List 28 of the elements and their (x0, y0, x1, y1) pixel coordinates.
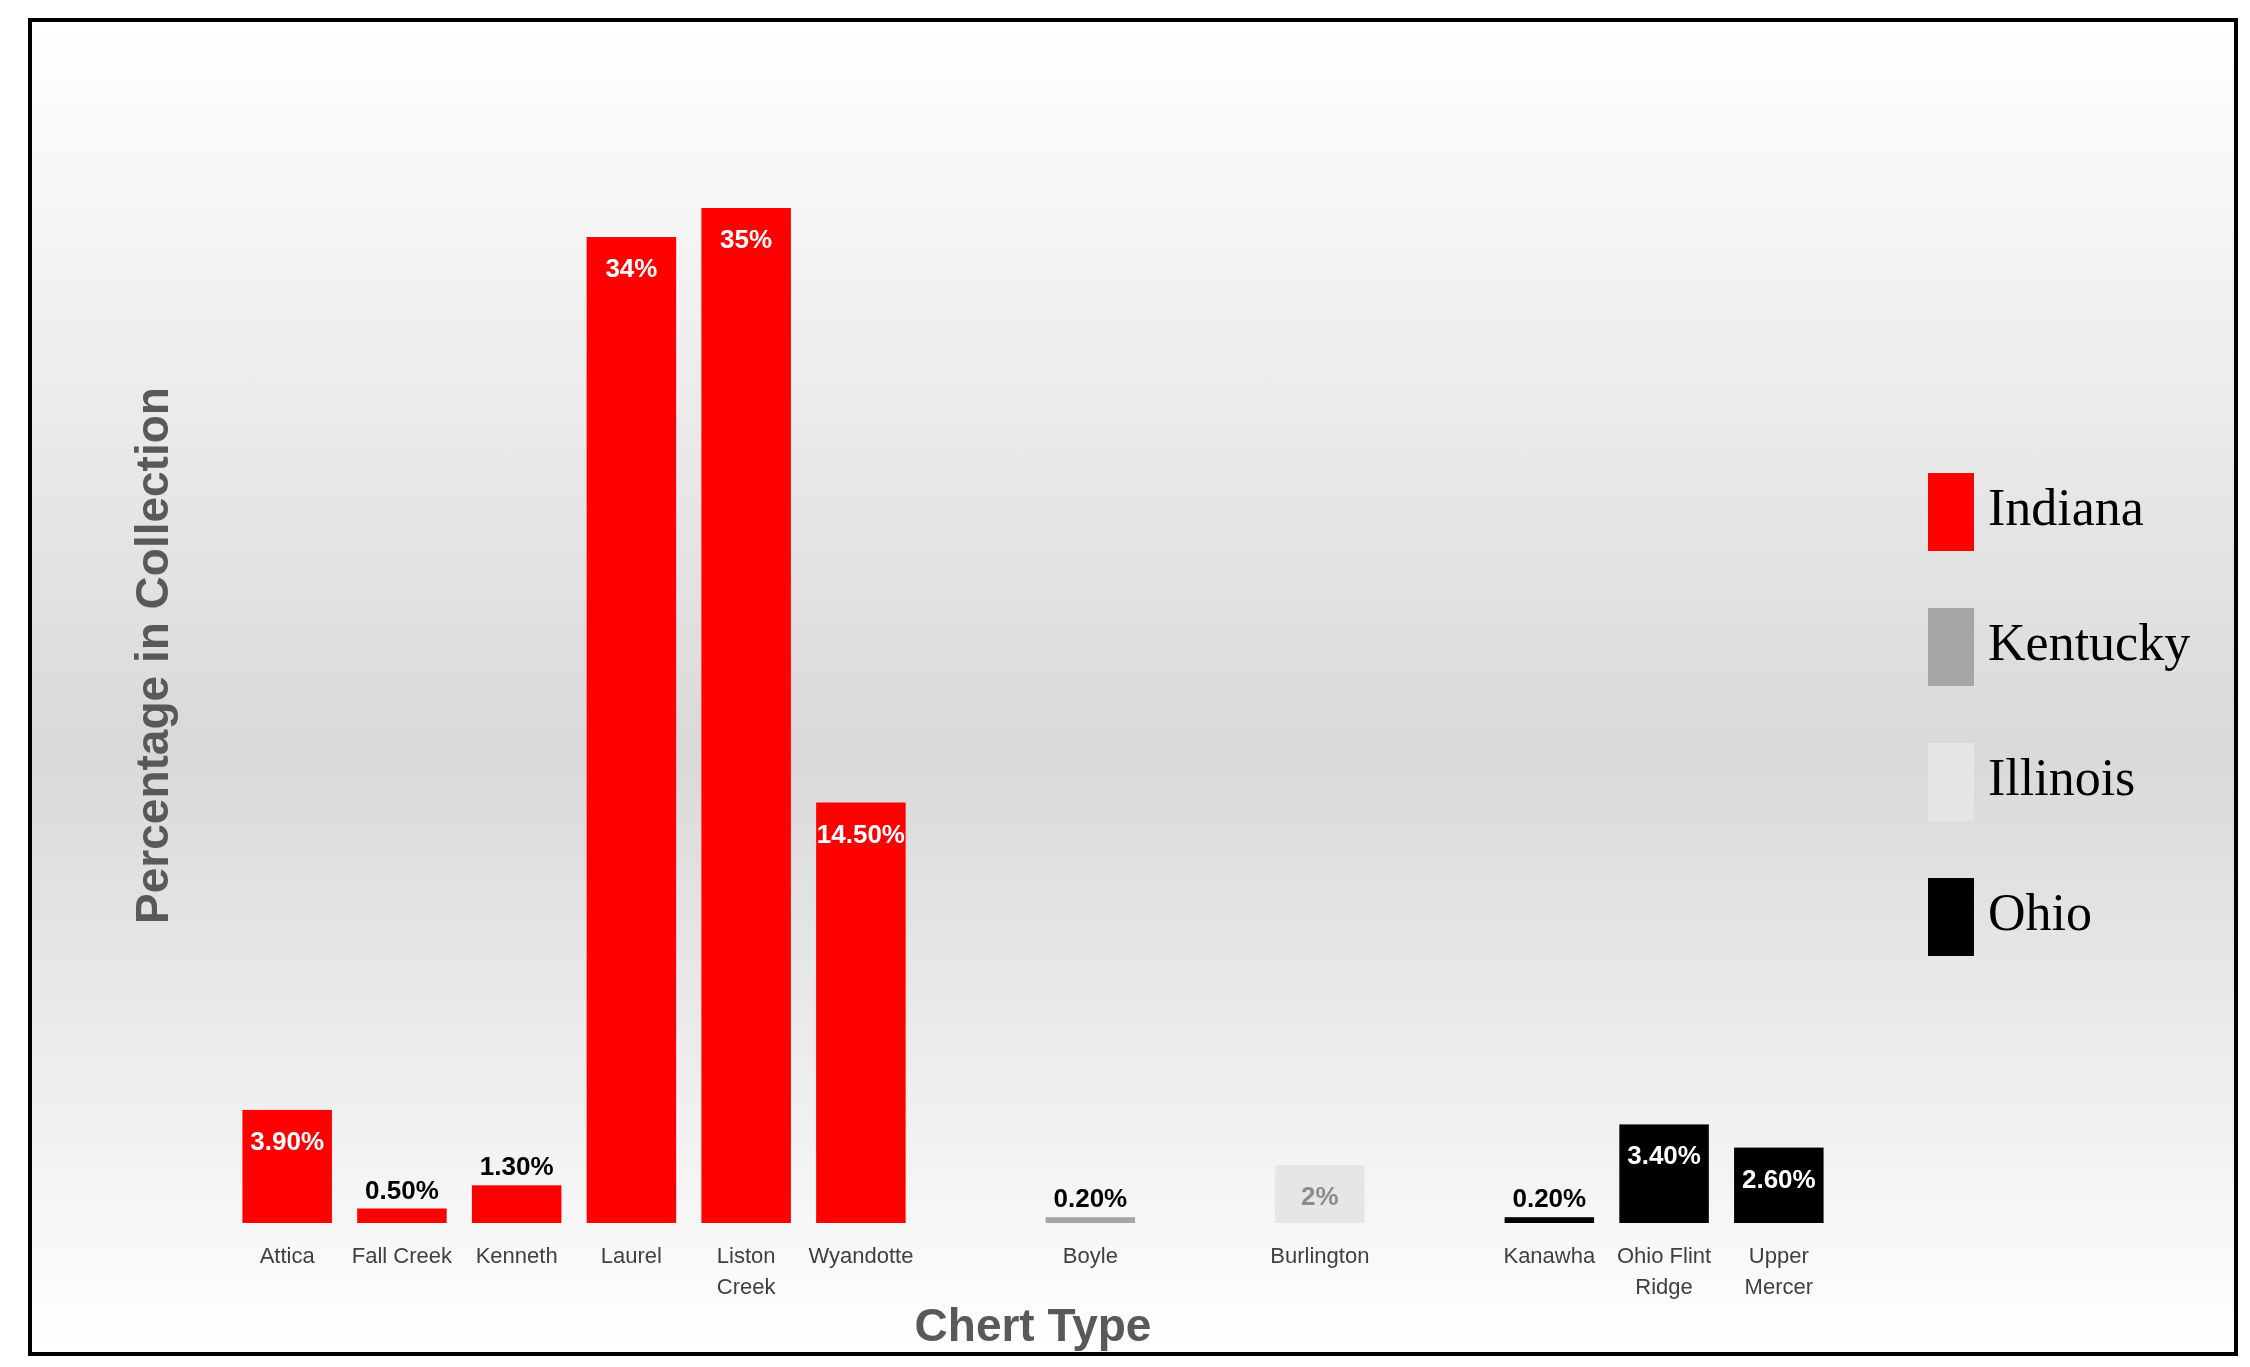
x-tick-label: Wyandotte (808, 1243, 914, 1268)
x-tick-label: Kenneth (475, 1243, 558, 1268)
data-label: 34% (605, 253, 658, 283)
x-axis-title: Chert Type (914, 1299, 1152, 1351)
data-label: 2.60% (1741, 1163, 1816, 1194)
x-tick-label: Attica (259, 1243, 316, 1268)
legend-label: Kentucky (1988, 614, 2191, 671)
y-axis-title: Percentage in Collection (126, 387, 178, 924)
data-label: 0.50% (365, 1174, 439, 1205)
x-tick-label: Kanawha (1503, 1243, 1596, 1268)
data-label: 3.90% (250, 1125, 325, 1156)
data-label: 1.30% (479, 1151, 554, 1182)
legend-label: Ohio (1988, 884, 2092, 941)
data-label: 3.40% (1627, 1140, 1701, 1171)
x-tick-label: Boyle (1062, 1243, 1118, 1268)
x-tick-label: Upper Mercer (1744, 1243, 1814, 1299)
x-tick-label: Ohio Flint Ridge (1617, 1243, 1712, 1299)
x-tick-label: Liston Creek (716, 1243, 777, 1299)
x-tick-label: Burlington (1270, 1243, 1370, 1268)
data-label: 35% (720, 224, 773, 254)
data-label: 2% (1301, 1181, 1339, 1211)
x-tick-label: Fall Creek (351, 1243, 454, 1268)
data-label: 0.20% (1053, 1183, 1128, 1214)
x-tick-label: Laurel (600, 1243, 662, 1268)
data-label: 14.50% (816, 818, 905, 849)
legend-label: Indiana (1988, 479, 2144, 536)
legend-label: Illinois (1988, 749, 2136, 806)
data-label: 0.20% (1512, 1183, 1587, 1214)
